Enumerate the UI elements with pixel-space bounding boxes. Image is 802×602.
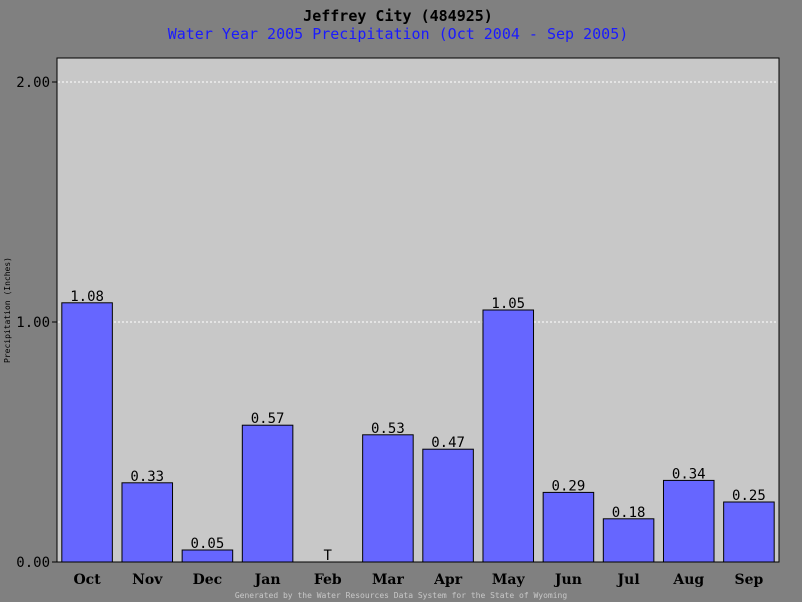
x-category-label: Oct <box>73 572 101 588</box>
data-label: 1.08 <box>70 289 104 305</box>
chart-subtitle: Water Year 2005 Precipitation (Oct 2004 … <box>168 25 629 43</box>
x-category-label: Mar <box>372 572 405 588</box>
data-label: 0.29 <box>552 478 586 494</box>
chart-title: Jeffrey City (484925) <box>303 7 493 25</box>
bars-group <box>61 302 775 563</box>
data-label: 0.57 <box>251 411 285 427</box>
x-category-label: Apr <box>433 572 463 588</box>
y-axis-label: Precipitation (Inches) <box>3 257 12 363</box>
x-category-label: Jul <box>616 572 640 588</box>
x-category-label: Jan <box>253 572 281 588</box>
x-category-label: Sep <box>735 572 764 588</box>
y-tick-label: 0.00 <box>16 555 50 571</box>
data-label: 0.18 <box>612 505 646 521</box>
x-category-label: Aug <box>672 572 704 588</box>
data-label: 0.05 <box>191 536 225 552</box>
bar <box>241 424 294 563</box>
bar <box>542 491 595 563</box>
x-category-label: Jun <box>553 572 582 588</box>
data-labels-group: 1.08 0.33 0.05 0.57 T 0.53 0.47 1.05 0.29 0.18 0.3… <box>70 289 766 564</box>
bar <box>422 448 474 563</box>
bar <box>662 479 715 563</box>
x-category-label: May <box>492 572 526 588</box>
footer-credit: Generated by the Water Resources Data Sy… <box>235 591 568 600</box>
bar <box>61 302 113 563</box>
bar <box>482 309 535 563</box>
x-category-label: Feb <box>314 572 342 588</box>
x-categories-group: Oct Nov Dec Jan Feb Mar Apr May Jun Jul Aug Sep <box>73 572 763 588</box>
x-category-label: Nov <box>132 572 163 588</box>
x-category-label: Dec <box>193 572 223 588</box>
data-label: T <box>324 548 333 564</box>
data-label: 0.33 <box>130 469 164 485</box>
bar <box>362 434 414 563</box>
plot-area <box>56 57 780 563</box>
data-label: 0.53 <box>371 421 405 437</box>
y-ticks-group: 0.00 1.00 2.00 <box>16 75 57 571</box>
gridlines <box>58 81 778 323</box>
y-tick-label: 1.00 <box>16 315 50 331</box>
data-label: 0.47 <box>431 435 465 451</box>
data-label: 0.25 <box>732 488 766 504</box>
bar <box>602 518 655 563</box>
data-label: 0.34 <box>672 466 706 482</box>
bar <box>181 549 234 563</box>
data-label: 1.05 <box>491 296 525 312</box>
bar <box>723 501 775 563</box>
bar <box>121 482 174 563</box>
y-tick-label: 2.00 <box>16 75 50 91</box>
